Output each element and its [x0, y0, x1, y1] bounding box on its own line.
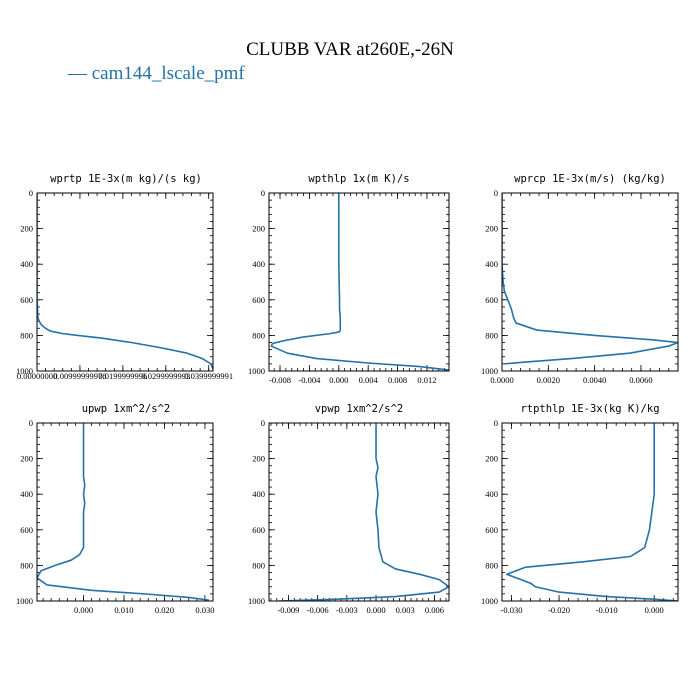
- x-tick-label: -0.003: [336, 605, 358, 615]
- panel-title: wprtp 1E-3x(m kg)/(s kg): [50, 173, 202, 185]
- x-tick-label: 0.012: [417, 375, 436, 385]
- panel-title: rtpthlp 1E-3x(kg K)/kg: [520, 403, 659, 415]
- series-line: [502, 193, 678, 365]
- y-tick-label: 1000: [248, 596, 265, 606]
- panel-title: wpthlp 1x(m K)/s: [308, 173, 409, 185]
- chart-panel-5: vpwp 1xm^2/s^2 -0.009 -0.006 -0.003 0.000 0.0…: [248, 403, 450, 615]
- y-tick-label: 600: [252, 525, 265, 535]
- y-tick-label: 800: [252, 560, 265, 570]
- x-tick-label: 0.000: [329, 375, 348, 385]
- chart-panel-2: wpthlp 1x(m K)/s -0.008 -0.004 0.000 0.004 0.…: [248, 173, 450, 385]
- x-tick-label: 0.004: [359, 375, 379, 385]
- y-tick-label: 0: [494, 418, 498, 428]
- y-tick-label: 600: [20, 525, 33, 535]
- y-tick-label: 800: [20, 330, 33, 340]
- y-tick-label: 200: [485, 454, 498, 464]
- series-line: [505, 423, 678, 601]
- y-tick-label: 400: [485, 489, 498, 499]
- panel-grid: wprtp 1E-3x(m kg)/(s kg)0.000000000.0099…: [16, 173, 679, 615]
- y-tick-label: 0: [494, 188, 498, 198]
- y-tick-label: 400: [252, 259, 265, 269]
- x-tick-label: -0.004: [298, 375, 321, 385]
- y-tick-label: 1000: [481, 596, 498, 606]
- panel-title: wprcp 1E-3x(m/s) (kg/kg): [514, 173, 666, 185]
- series-line: [278, 423, 449, 601]
- y-tick-label: 0: [29, 418, 33, 428]
- y-tick-label: 600: [252, 295, 265, 305]
- x-tick-label: 0.0060: [629, 375, 652, 385]
- y-tick-label: 400: [20, 259, 33, 269]
- y-tick-label: 600: [485, 525, 498, 535]
- y-tick-label: 800: [20, 560, 33, 570]
- y-tick-label: 600: [485, 295, 498, 305]
- x-tick-label: 0.0000: [490, 375, 513, 385]
- y-tick-label: 200: [485, 224, 498, 234]
- plot-frame: [268, 422, 450, 602]
- y-tick-label: 200: [252, 224, 265, 234]
- x-tick-label: 0.020: [155, 605, 174, 615]
- y-tick-label: 0: [29, 188, 33, 198]
- x-tick-label: -0.020: [548, 605, 570, 615]
- plot-frame: [36, 192, 214, 372]
- y-tick-label: 400: [20, 489, 33, 499]
- y-tick-label: 1000: [481, 366, 498, 376]
- x-tick-label: 0.000: [645, 605, 664, 615]
- series-line: [37, 423, 210, 601]
- x-tick-label: 0.0040: [583, 375, 606, 385]
- y-tick-label: 200: [20, 224, 33, 234]
- x-tick-label: 0.030: [195, 605, 214, 615]
- panel-title: upwp 1xm^2/s^2: [82, 403, 171, 415]
- y-tick-label: 800: [485, 330, 498, 340]
- y-tick-label: 200: [252, 454, 265, 464]
- y-tick-label: 600: [20, 295, 33, 305]
- chart-panel-3: wprcp 1E-3x(m/s) (kg/kg) 0.0000 0.0020 0.00…: [481, 173, 679, 385]
- legend-entry: — cam144_lscale_pmf: [67, 63, 245, 84]
- y-tick-label: 1000: [248, 366, 265, 376]
- x-tick-label: 0.000: [74, 605, 93, 615]
- figure-title: CLUBB VAR at260E,-26N: [246, 39, 454, 60]
- x-tick-label: -0.010: [596, 605, 618, 615]
- plot-frame: [501, 192, 679, 372]
- y-tick-label: 1000: [16, 596, 33, 606]
- chart-panel-4: upwp 1xm^2/s^2 0.000 0.010 0.020 0.030 0 200 40…: [16, 403, 214, 615]
- y-tick-label: 400: [485, 259, 498, 269]
- y-tick-label: 1000: [16, 366, 33, 376]
- series-line: [270, 193, 449, 371]
- x-tick-label: 0.006: [425, 605, 444, 615]
- y-tick-label: 400: [252, 489, 265, 499]
- y-tick-label: 800: [485, 560, 498, 570]
- x-tick-label: 0.0399999991: [184, 371, 233, 381]
- x-tick-label: -0.008: [269, 375, 291, 385]
- x-tick-label: 0.00999999978: [53, 371, 106, 381]
- x-tick-label: 0.0199999996: [98, 371, 147, 381]
- x-tick-label: 0.008: [388, 375, 407, 385]
- x-tick-label: 0.00000000: [17, 371, 57, 381]
- x-tick-label: 0.0020: [537, 375, 560, 385]
- x-tick-label: -0.030: [501, 605, 523, 615]
- series-line: [37, 193, 213, 370]
- y-tick-label: 0: [261, 188, 265, 198]
- y-tick-label: 800: [252, 330, 265, 340]
- x-tick-label: 0.0299999993: [141, 371, 190, 381]
- y-tick-label: 200: [20, 454, 33, 464]
- y-tick-label: 0: [261, 418, 265, 428]
- x-tick-label: -0.009: [277, 605, 299, 615]
- x-tick-label: 0.010: [114, 605, 133, 615]
- plot-frame: [501, 422, 679, 602]
- x-tick-label: -0.006: [307, 605, 329, 615]
- plot-frame: [36, 422, 214, 602]
- plot-frame: [268, 192, 450, 372]
- chart-panel-6: rtpthlp 1E-3x(kg K)/kg -0.030 -0.020 -0.010…: [481, 403, 679, 615]
- x-tick-label: 0.003: [396, 605, 415, 615]
- x-tick-label: 0.000: [366, 605, 385, 615]
- chart-panel-1: wprtp 1E-3x(m kg)/(s kg) 0.000000000.0099…: [16, 173, 233, 381]
- panel-title: vpwp 1xm^2/s^2: [315, 403, 404, 415]
